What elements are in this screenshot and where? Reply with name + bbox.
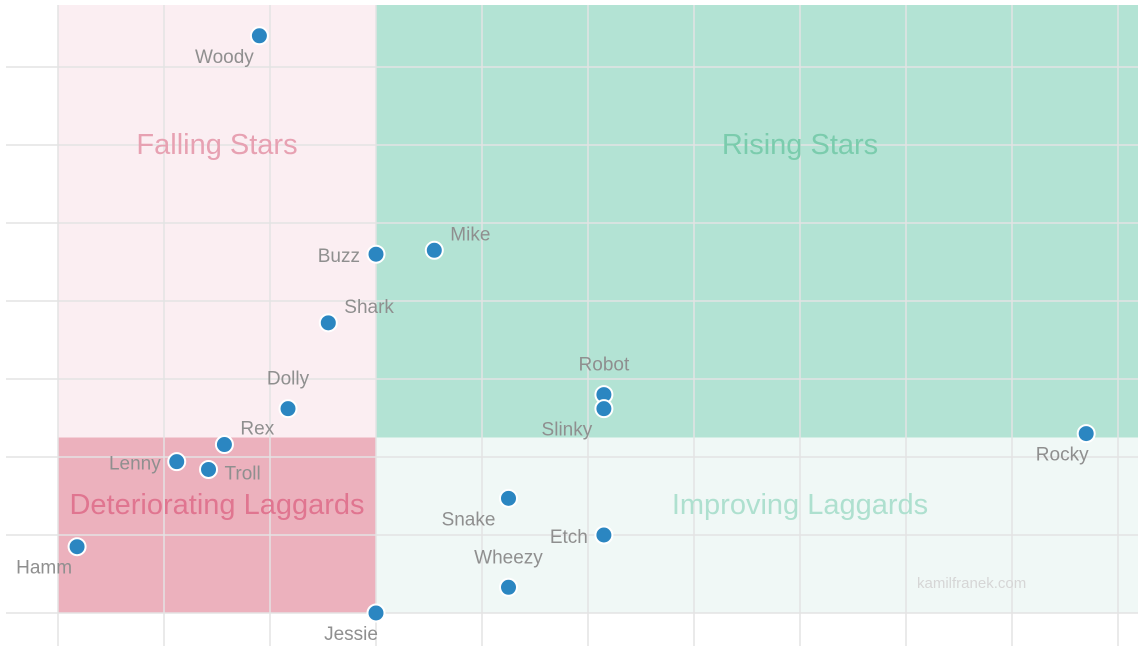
point-snake	[499, 488, 518, 508]
quadrant-rising-stars	[376, 5, 1138, 438]
point-rocky	[1076, 424, 1096, 444]
point-label-robot: Robot	[579, 355, 630, 376]
quadrant-title: Improving Laggards	[672, 489, 928, 521]
quadrant-title: Rising Stars	[722, 129, 878, 161]
quadrant-deteriorating-laggards	[58, 437, 376, 613]
data-points	[67, 26, 1096, 623]
point-label-shark: Shark	[344, 297, 394, 318]
point-buzz	[366, 244, 386, 264]
point-mike	[424, 240, 444, 260]
point-label-mike: Mike	[450, 224, 490, 245]
point-label-lenny: Lenny	[109, 454, 161, 475]
point-labels: Woody Mike Buzz Shark Robot Slinky Dolly Rex Len…	[16, 47, 1089, 645]
point-slinky	[594, 399, 614, 419]
point-rex	[214, 435, 234, 455]
point-label-rex: Rex	[240, 419, 274, 440]
point-jessie	[366, 603, 386, 623]
point-shark	[318, 313, 338, 333]
point-lenny	[167, 452, 187, 472]
quadrant-title: Falling Stars	[136, 129, 297, 161]
point-label-snake: Snake	[442, 509, 496, 530]
point-wheezy	[499, 577, 518, 597]
grid-lines	[6, 5, 1138, 646]
point-label-hamm: Hamm	[16, 558, 72, 579]
point-woody	[249, 26, 269, 46]
point-label-buzz: Buzz	[318, 246, 360, 267]
point-hamm	[67, 537, 87, 557]
point-label-etch: Etch	[550, 527, 588, 548]
point-label-dolly: Dolly	[267, 369, 310, 390]
point-label-wheezy: Wheezy	[474, 547, 543, 568]
point-etch	[594, 525, 614, 545]
quadrant-title: Deteriorating Laggards	[69, 489, 364, 521]
quadrant-backgrounds	[58, 5, 1138, 613]
point-label-troll: Troll	[225, 463, 261, 484]
point-label-rocky: Rocky	[1036, 445, 1089, 466]
watermark-credit: kamilfranek.com	[917, 575, 1026, 592]
quadrant-falling-stars	[58, 5, 376, 438]
point-troll	[199, 459, 219, 479]
point-label-woody: Woody	[195, 47, 254, 68]
quadrant-titles: Falling Stars Rising Stars Deteriorating L…	[69, 129, 928, 521]
point-label-jessie: Jessie	[324, 624, 378, 645]
point-dolly	[278, 399, 298, 419]
point-label-slinky: Slinky	[542, 420, 593, 441]
